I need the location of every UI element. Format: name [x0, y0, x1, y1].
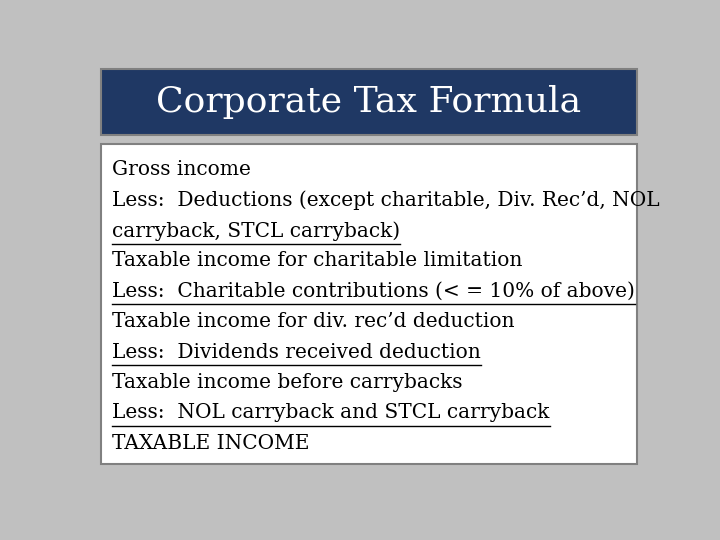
Bar [101, 69, 636, 134]
Text: Less:  Deductions (except charitable, Div. Rec’d, NOL: Less: Deductions (except charitable, Div… [112, 191, 660, 211]
Text: Less:  NOL carryback and STCL carryback: Less: NOL carryback and STCL carryback [112, 403, 549, 422]
Bar [101, 144, 636, 464]
Text: Gross income: Gross income [112, 160, 251, 179]
Text: Less:  Charitable contributions (< = 10% of above): Less: Charitable contributions (< = 10% … [112, 282, 635, 301]
Text: carryback, STCL carryback): carryback, STCL carryback) [112, 221, 400, 241]
Text: Taxable income before carrybacks: Taxable income before carrybacks [112, 373, 463, 392]
Text: Taxable income for charitable limitation: Taxable income for charitable limitation [112, 252, 523, 271]
Text: Taxable income for div. rec’d deduction: Taxable income for div. rec’d deduction [112, 312, 515, 331]
Text: TAXABLE INCOME: TAXABLE INCOME [112, 434, 310, 453]
Text: Corporate Tax Formula: Corporate Tax Formula [156, 85, 582, 119]
Text: Less:  Dividends received deduction: Less: Dividends received deduction [112, 342, 481, 362]
